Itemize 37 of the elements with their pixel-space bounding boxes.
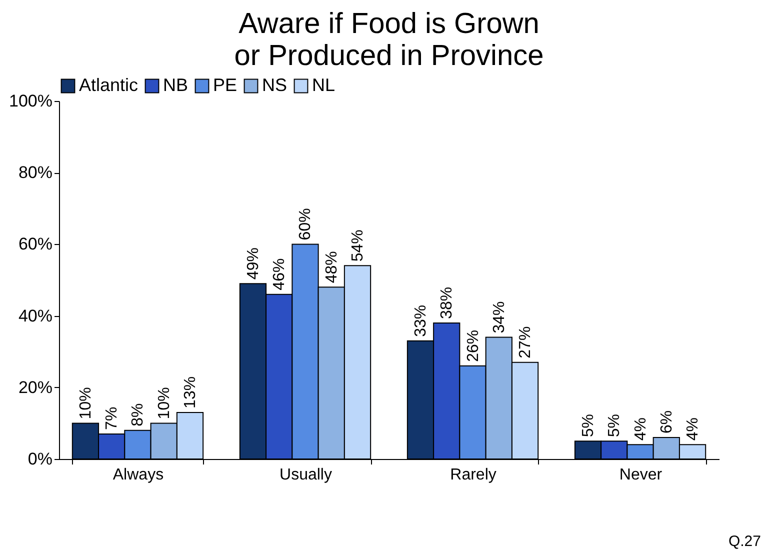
text: 5% xyxy=(606,414,624,438)
y-tick-label: 100% xyxy=(9,92,52,110)
text: 8% xyxy=(130,403,147,426)
text: 4% xyxy=(632,418,650,441)
y-tick-label: 0% xyxy=(28,450,52,468)
legend-label: Atlantic xyxy=(79,75,138,95)
y-tick-label: 20% xyxy=(18,378,52,397)
text: 10% xyxy=(156,387,173,420)
legend-label: NS xyxy=(262,75,288,95)
text: 60% xyxy=(297,208,314,240)
x-tick-label: Always xyxy=(112,466,164,484)
text: 26% xyxy=(464,330,482,362)
y-tick-label: 60% xyxy=(18,234,52,254)
x-tick-label: Never xyxy=(619,466,663,484)
x-tick-label: Usually xyxy=(280,466,332,484)
text: Q.27 xyxy=(728,533,761,550)
chart-title: Aware if Food is Grown or Produced in Province xyxy=(234,8,544,72)
text: 10% xyxy=(77,387,94,420)
text: 13% xyxy=(182,376,199,408)
legend-label: NB xyxy=(163,75,188,95)
text: 48% xyxy=(323,251,340,284)
text: 46% xyxy=(271,258,288,290)
text: 5% xyxy=(580,414,598,438)
x-tick-label: Rarely xyxy=(450,466,496,484)
text: 54% xyxy=(350,230,367,262)
y-tick-label: 80% xyxy=(18,163,52,182)
text: 6% xyxy=(658,410,676,434)
y-tick-label: 40% xyxy=(18,306,52,326)
text: 4% xyxy=(684,418,702,441)
text: 7% xyxy=(104,406,121,430)
text: 33% xyxy=(412,304,430,337)
text: 27% xyxy=(517,326,534,358)
text: 34% xyxy=(490,301,508,334)
legend-label: NL xyxy=(312,75,336,95)
text: 38% xyxy=(438,286,456,319)
legend-label: PE xyxy=(213,75,238,95)
text: 49% xyxy=(244,248,262,280)
